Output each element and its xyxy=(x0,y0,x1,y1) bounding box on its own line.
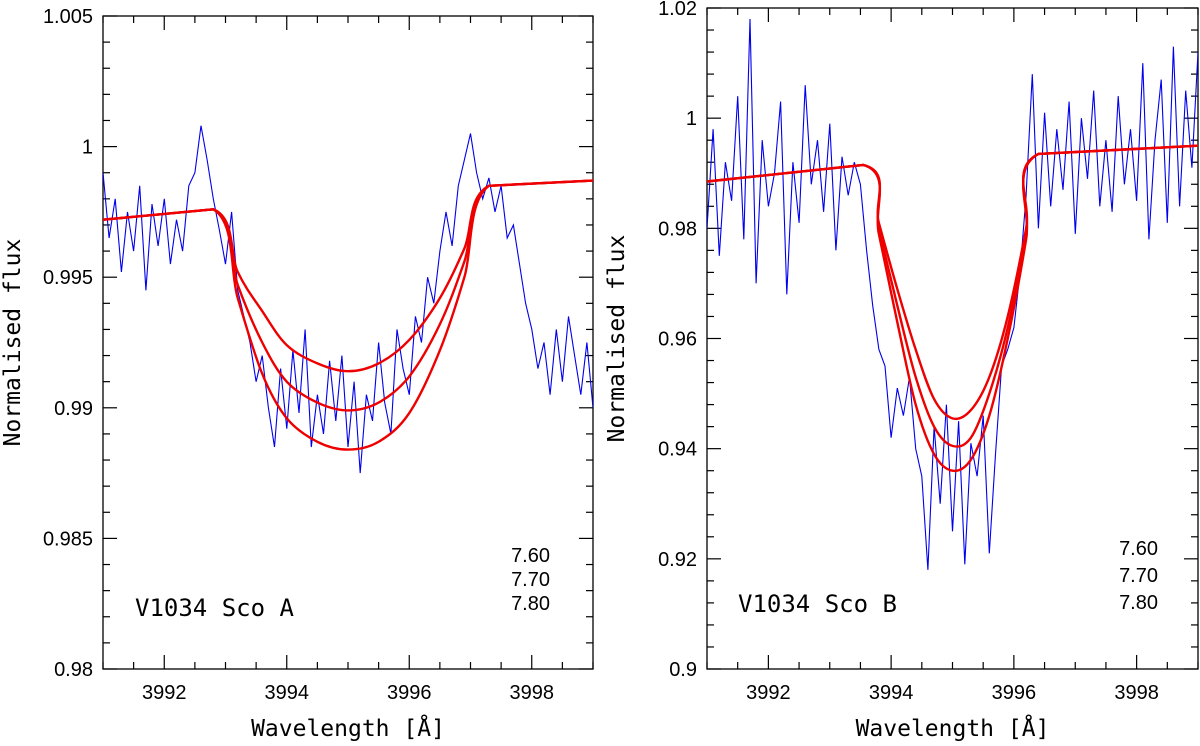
x-tick-label: 3994 xyxy=(869,682,914,704)
x-axis-label: Wavelength [Å] xyxy=(251,714,445,742)
abundance-label: 7.60 xyxy=(1119,538,1158,560)
panel-v1034-sco-a: 3992 3994 3996 3998 0.98 0.985 0.99 0.995 1 1.005… xyxy=(0,6,594,742)
y-tick-label: 1.02 xyxy=(658,0,697,20)
y-tick-label: 0.92 xyxy=(658,549,697,571)
y-tick-label: 0.94 xyxy=(658,439,697,461)
plot-area xyxy=(707,18,1198,570)
y-tick-label: 0.96 xyxy=(658,329,697,351)
y-tick-label: 0.99 xyxy=(54,398,93,420)
x-tick-label: 3998 xyxy=(1114,682,1159,704)
y-axis-label: Normalised flux xyxy=(604,235,630,443)
abundance-label: 7.60 xyxy=(511,545,550,567)
abundance-label: 7.70 xyxy=(511,569,550,591)
model-line-7-80 xyxy=(103,179,593,451)
x-tick-label: 3992 xyxy=(746,682,791,704)
x-tick-label: 3996 xyxy=(387,682,432,704)
observed-spectrum-line xyxy=(707,18,1198,570)
y-tick-label: 0.98 xyxy=(658,218,697,240)
x-tick-label: 3994 xyxy=(265,682,310,704)
x-tick-label: 3996 xyxy=(992,682,1037,704)
y-tick-label: 0.995 xyxy=(43,267,93,289)
model-line-7-70 xyxy=(707,144,1198,448)
model-line-7-70 xyxy=(103,179,593,412)
panel-v1034-sco-b: 3992 3994 3996 3998 0.9 0.92 0.94 0.96 0.98 1 1.02… xyxy=(604,0,1199,742)
model-line-7-80 xyxy=(707,144,1198,473)
model-line-7-60 xyxy=(707,144,1198,421)
y-tick-label: 0.9 xyxy=(669,659,697,681)
abundance-label: 7.80 xyxy=(511,593,550,615)
y-tick-label: 1 xyxy=(82,137,93,159)
x-tick-label: 3998 xyxy=(510,682,555,704)
plot-area xyxy=(103,125,593,474)
x-tick-label: 3992 xyxy=(142,682,187,704)
y-tick-label: 1.005 xyxy=(43,6,93,28)
panel-annotation: V1034 Sco B xyxy=(738,590,897,618)
y-axis-label: Normalised flux xyxy=(0,239,26,447)
observed-spectrum-line xyxy=(103,125,593,474)
y-tick-label: 1 xyxy=(686,108,697,130)
model-line-7-60 xyxy=(103,179,593,373)
panel-annotation: V1034 Sco A xyxy=(135,594,294,622)
x-axis-label: Wavelength [Å] xyxy=(856,714,1050,742)
abundance-label: 7.70 xyxy=(1119,565,1158,587)
abundance-label: 7.80 xyxy=(1119,592,1158,614)
y-tick-label: 0.98 xyxy=(54,659,93,681)
y-tick-label: 0.985 xyxy=(43,528,93,550)
